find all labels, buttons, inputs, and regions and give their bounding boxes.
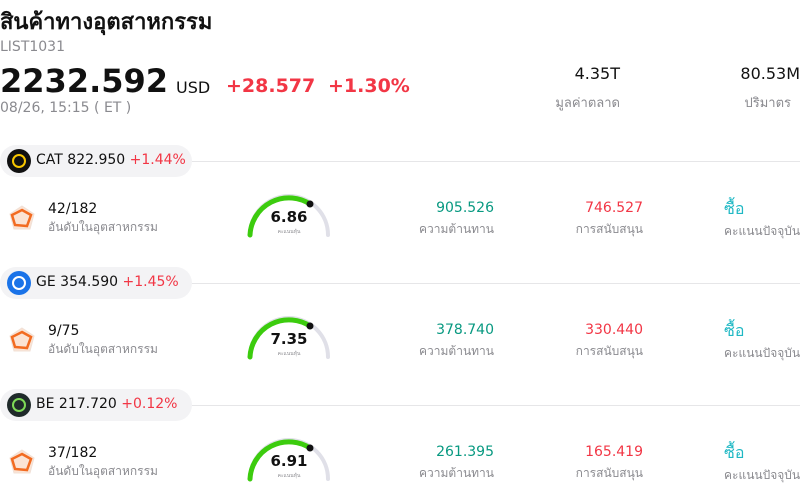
score: 6.86 <box>270 208 308 226</box>
rank-icon <box>9 449 35 474</box>
change-pct: +1.30% <box>328 75 410 97</box>
stock-logo <box>7 149 31 173</box>
score-label: คะแนนหุ้น <box>277 351 301 357</box>
stat-label: ปริมาตร <box>744 96 791 111</box>
stock-logo <box>7 393 31 417</box>
score-gauge <box>247 194 330 238</box>
action-label: คะแนนปัจจุบัน <box>724 224 800 238</box>
score: 6.91 <box>270 452 308 470</box>
score-label: คะแนนหุ้น <box>277 229 301 235</box>
stock-change: +1.45% <box>122 274 179 290</box>
action-label: คะแนนปัจจุบัน <box>724 468 800 482</box>
rank: 9/75 <box>48 323 80 339</box>
support: 165.419 <box>585 444 643 460</box>
rank: 37/182 <box>48 445 98 461</box>
divider <box>192 405 800 406</box>
rank-label: อันดับในอุตสาหกรรม <box>48 220 158 234</box>
support: 330.440 <box>585 322 643 338</box>
currency: USD <box>176 78 211 97</box>
stat-label: มูลค่าตลาด <box>555 96 620 111</box>
rank-label: อันดับในอุตสาหกรรม <box>48 342 158 356</box>
score-gauge <box>247 438 330 482</box>
score-gauge <box>247 316 330 360</box>
time: 08/26, 15:15 ( ET ) <box>0 100 132 116</box>
resistance: 378.740 <box>436 322 494 338</box>
ticker: CAT <box>36 152 63 168</box>
stat-value: 4.35T <box>574 64 620 83</box>
rank-icon <box>9 205 35 230</box>
stock-quote: BE 217.720 +0.12% <box>36 396 177 412</box>
support-label: การสนับสนุน <box>575 222 643 236</box>
price: 2232.592 <box>0 62 169 100</box>
stock-logo <box>7 271 31 295</box>
stock-change: +1.44% <box>129 152 186 168</box>
rank-icon <box>9 327 35 352</box>
resistance-label: ความต้านทาน <box>419 466 494 480</box>
stock-pill[interactable] <box>0 389 192 421</box>
stock-change: +0.12% <box>121 396 178 412</box>
score: 7.35 <box>270 330 308 348</box>
score-label: คะแนนหุ้น <box>277 473 301 479</box>
stock-pill[interactable] <box>0 267 192 299</box>
support-label: การสนับสนุน <box>575 466 643 480</box>
resistance: 261.395 <box>436 444 494 460</box>
title: สินค้าทางอุตสาหกรรม <box>0 10 213 35</box>
action[interactable]: ซื้อ <box>724 321 745 340</box>
ticker: BE <box>36 396 55 412</box>
change: +28.577 <box>226 75 316 97</box>
rank: 42/182 <box>48 201 98 217</box>
stock-quote: CAT 822.950 +1.44% <box>36 152 186 168</box>
support: 746.527 <box>585 200 643 216</box>
stock-price: 217.720 <box>58 396 117 412</box>
code: LIST1031 <box>0 39 65 55</box>
rank-label: อันดับในอุตสาหกรรม <box>48 464 158 478</box>
stock-price: 354.590 <box>60 274 119 290</box>
stock-pill[interactable] <box>0 145 192 177</box>
divider <box>192 283 800 284</box>
ticker: GE <box>36 274 56 290</box>
stock-quote: GE 354.590 +1.45% <box>36 274 179 290</box>
resistance: 905.526 <box>436 200 494 216</box>
resistance-label: ความต้านทาน <box>419 222 494 236</box>
resistance-label: ความต้านทาน <box>419 344 494 358</box>
divider <box>192 161 800 162</box>
support-label: การสนับสนุน <box>575 344 643 358</box>
action[interactable]: ซื้อ <box>724 199 745 218</box>
stat-value: 80.53M <box>740 64 800 83</box>
stock-price: 822.950 <box>67 152 126 168</box>
action-label: คะแนนปัจจุบัน <box>724 346 800 360</box>
action[interactable]: ซื้อ <box>724 443 745 462</box>
